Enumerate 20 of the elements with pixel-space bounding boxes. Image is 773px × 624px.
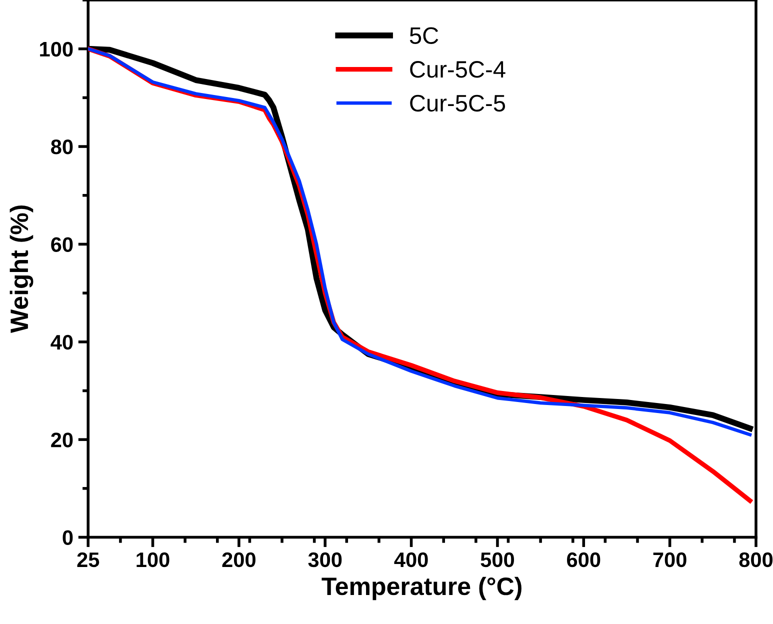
y-tick-label: 40 <box>50 334 73 350</box>
x-tick-label: 500 <box>480 552 514 568</box>
legend-label: Cur-5C-4 <box>410 61 506 78</box>
x-axis-title: Temperature (°C) <box>322 576 522 600</box>
y-tick-label: 80 <box>51 140 73 154</box>
x-tick-label: 200 <box>222 552 256 568</box>
y-tick-label: 20 <box>51 432 73 448</box>
x-tick-label: 800 <box>739 552 773 568</box>
x-tick-label: 100 <box>136 552 170 568</box>
x-tick-label: 400 <box>394 552 428 568</box>
y-tick-label: 0 <box>62 530 73 546</box>
x-tick-label: 25 <box>77 552 100 568</box>
x-tick-label: 600 <box>567 552 600 568</box>
y-axis-title: Weight (%) <box>10 206 34 333</box>
y-tick-label: 60 <box>51 237 73 252</box>
legend-label: Cur-5C-5 <box>410 94 506 112</box>
x-tick-label: 300 <box>308 552 342 568</box>
y-tick-label: 100 <box>40 42 73 57</box>
legend-label: 5C <box>410 27 438 44</box>
x-tick-label: 700 <box>653 552 686 568</box>
